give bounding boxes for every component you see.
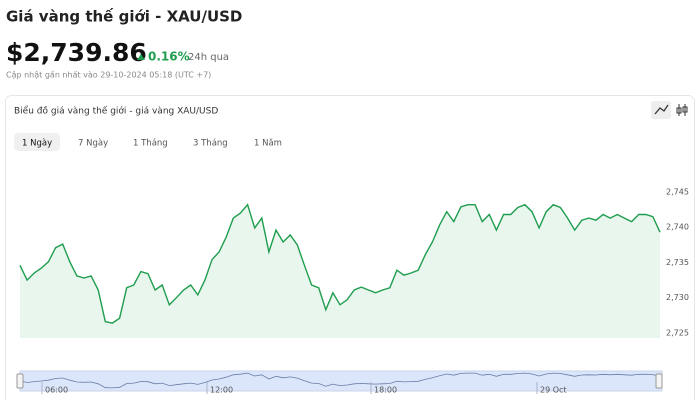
candle-icon[interactable] — [676, 104, 688, 116]
tab[interactable]: 1 Tháng — [133, 139, 168, 149]
tab[interactable]: 1 Ngày — [22, 139, 52, 149]
tab[interactable]: 3 Tháng — [193, 139, 228, 149]
navigator-label: 12:00 — [210, 386, 233, 395]
up-arrow — [137, 54, 145, 60]
y-tick-label: 2,735 — [666, 258, 689, 267]
updated: Cập nhật gần nhất vào 29-10-2024 05:18 (… — [6, 70, 211, 81]
tab[interactable]: 7 Ngày — [78, 139, 108, 149]
navigator-label: 18:00 — [374, 386, 397, 395]
page-title: Giá vàng thế giới - XAU/USD — [6, 7, 242, 26]
navigator-label: 29 Oct — [540, 386, 567, 395]
line-icon[interactable] — [651, 101, 671, 119]
card-title: Biểu đồ giá vàng thế giới - giá vàng XAU… — [14, 106, 218, 117]
change: 0.16% — [148, 50, 190, 64]
navigator-handle[interactable] — [655, 373, 663, 389]
navigator-label: 06:00 — [45, 386, 68, 395]
navigator-handle[interactable] — [16, 373, 24, 389]
y-tick-label: 2,745 — [666, 187, 689, 196]
y-tick-label: 2,730 — [666, 293, 689, 302]
navigator-line — [19, 372, 661, 389]
period: 24h qua — [188, 52, 229, 63]
tab[interactable]: 1 Năm — [254, 139, 282, 149]
area — [20, 204, 660, 338]
price-line — [19, 203, 661, 324]
tab-selected-bg — [14, 133, 60, 151]
line-icon-glyph — [654, 104, 669, 115]
price: $2,739.86 — [6, 38, 147, 67]
y-tick-label: 2,725 — [666, 328, 689, 337]
y-tick-label: 2,740 — [666, 223, 689, 232]
